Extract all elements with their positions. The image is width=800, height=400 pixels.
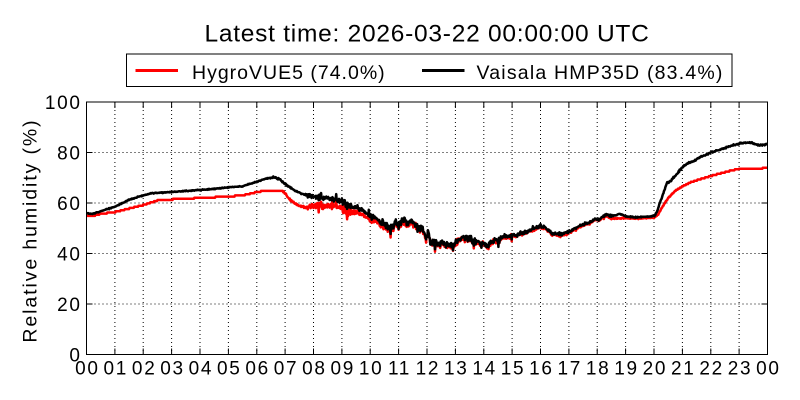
svg-text:0: 0 [69,346,81,367]
svg-text:21: 21 [671,359,696,380]
svg-text:40: 40 [57,245,82,266]
svg-text:08: 08 [302,359,327,380]
svg-text:Latest time: 2026-03-22 00:00:: Latest time: 2026-03-22 00:00:00 UTC [204,21,649,48]
svg-text:10: 10 [359,359,384,380]
svg-text:23: 23 [728,359,753,380]
svg-text:11: 11 [388,359,411,380]
svg-text:20: 20 [57,295,82,316]
svg-text:22: 22 [699,359,724,380]
svg-text:04: 04 [189,359,214,380]
svg-text:17: 17 [558,359,583,380]
svg-text:07: 07 [274,359,299,380]
svg-text:12: 12 [416,359,441,380]
svg-text:16: 16 [529,359,554,380]
svg-text:Vaisala HMP35D (83.4%): Vaisala HMP35D (83.4%) [477,62,724,84]
svg-text:19: 19 [614,359,639,380]
svg-text:13: 13 [444,359,469,380]
svg-text:01: 01 [104,359,129,380]
svg-text:06: 06 [245,359,270,380]
svg-text:00: 00 [756,359,781,380]
svg-text:05: 05 [217,359,242,380]
svg-text:20: 20 [643,359,668,380]
svg-text:60: 60 [57,194,82,215]
svg-text:03: 03 [160,359,185,380]
svg-text:09: 09 [331,359,356,380]
svg-text:15: 15 [501,359,526,380]
svg-text:18: 18 [586,359,611,380]
svg-text:Relative humidity (%): Relative humidity (%) [20,118,42,342]
svg-text:14: 14 [472,359,497,380]
svg-text:80: 80 [57,144,82,165]
svg-text:02: 02 [132,359,157,380]
svg-text:100: 100 [45,93,82,114]
svg-text:HygroVUE5 (74.0%): HygroVUE5 (74.0%) [192,62,386,84]
svg-text:00: 00 [75,359,100,380]
